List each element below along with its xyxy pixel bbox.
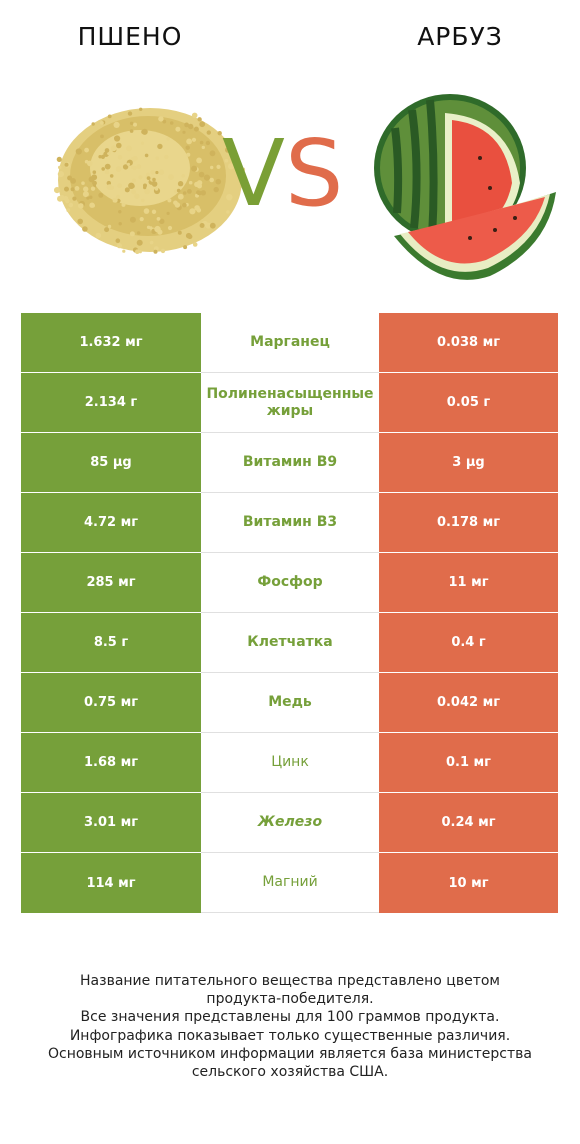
right-value: 0.05 г <box>379 373 558 433</box>
nutrient-name: Цинк <box>201 733 379 793</box>
footer-notes: Название питательного вещества представл… <box>20 972 560 1081</box>
watermelon-image <box>374 94 556 280</box>
footer-line: сельского хозяйства США. <box>191 1063 389 1080</box>
vs-label: VS <box>222 128 343 220</box>
right-value: 11 мг <box>379 553 558 613</box>
comparison-table: 1.632 мг Марганец 0.038 мг 2.134 г Полин… <box>21 313 558 913</box>
footer-line: Все значения представлены для 100 граммо… <box>80 1009 500 1026</box>
left-value: 8.5 г <box>21 613 201 673</box>
vs-v-letter: V <box>222 120 285 227</box>
right-value: 0.1 мг <box>379 733 558 793</box>
table-row: 1.68 мг Цинк 0.1 мг <box>21 733 558 793</box>
table-row: 0.75 мг Медь 0.042 мг <box>21 673 558 733</box>
left-product-title: ПШЕНО <box>77 22 183 51</box>
nutrient-name: Магний <box>201 853 379 913</box>
nutrient-name: Медь <box>201 673 379 733</box>
right-product-title: АРБУЗ <box>417 22 503 51</box>
table-row: 3.01 мг Железо 0.24 мг <box>21 793 558 853</box>
right-value: 0.042 мг <box>379 673 558 733</box>
millet-image <box>54 107 247 254</box>
nutrient-name: Железо <box>201 793 379 853</box>
hero-illustration <box>54 94 556 280</box>
right-value: 3 µg <box>379 433 558 493</box>
table-row: 85 µg Витамин B9 3 µg <box>21 433 558 493</box>
left-value: 0.75 мг <box>21 673 201 733</box>
table-row: 8.5 г Клетчатка 0.4 г <box>21 613 558 673</box>
right-value: 0.24 мг <box>379 793 558 853</box>
table-row: 4.72 мг Витамин B3 0.178 мг <box>21 493 558 553</box>
table-row: 285 мг Фосфор 11 мг <box>21 553 558 613</box>
left-value: 1.68 мг <box>21 733 201 793</box>
nutrient-name: Марганец <box>201 313 379 373</box>
right-value: 0.038 мг <box>379 313 558 373</box>
footer-line: Основным источником информации является … <box>48 1045 532 1062</box>
table-row: 2.134 г Полиненасыщенные жиры 0.05 г <box>21 373 558 433</box>
nutrient-name: Фосфор <box>201 553 379 613</box>
left-value: 285 мг <box>21 553 201 613</box>
right-value: 0.4 г <box>379 613 558 673</box>
right-value: 0.178 мг <box>379 493 558 553</box>
left-value: 114 мг <box>21 853 201 913</box>
left-value: 3.01 мг <box>21 793 201 853</box>
footer-line: Название питательного вещества представл… <box>80 973 500 989</box>
nutrient-name: Клетчатка <box>201 613 379 673</box>
left-value: 4.72 мг <box>21 493 201 553</box>
nutrient-name: Витамин B3 <box>201 493 379 553</box>
left-value: 85 µg <box>21 433 201 493</box>
right-value: 10 мг <box>379 853 558 913</box>
table-row: 114 мг Магний 10 мг <box>21 853 558 913</box>
vs-s-letter: S <box>284 120 344 227</box>
nutrient-name: Полиненасыщенные жиры <box>201 373 379 433</box>
nutrient-name: Витамин B9 <box>201 433 379 493</box>
left-value: 1.632 мг <box>21 313 201 373</box>
table-row: 1.632 мг Марганец 0.038 мг <box>21 313 558 373</box>
footer-line: продукта-победителя. <box>206 991 374 1008</box>
footer-line: Инфографика показывает только существенн… <box>69 1027 511 1044</box>
left-value: 2.134 г <box>21 373 201 433</box>
